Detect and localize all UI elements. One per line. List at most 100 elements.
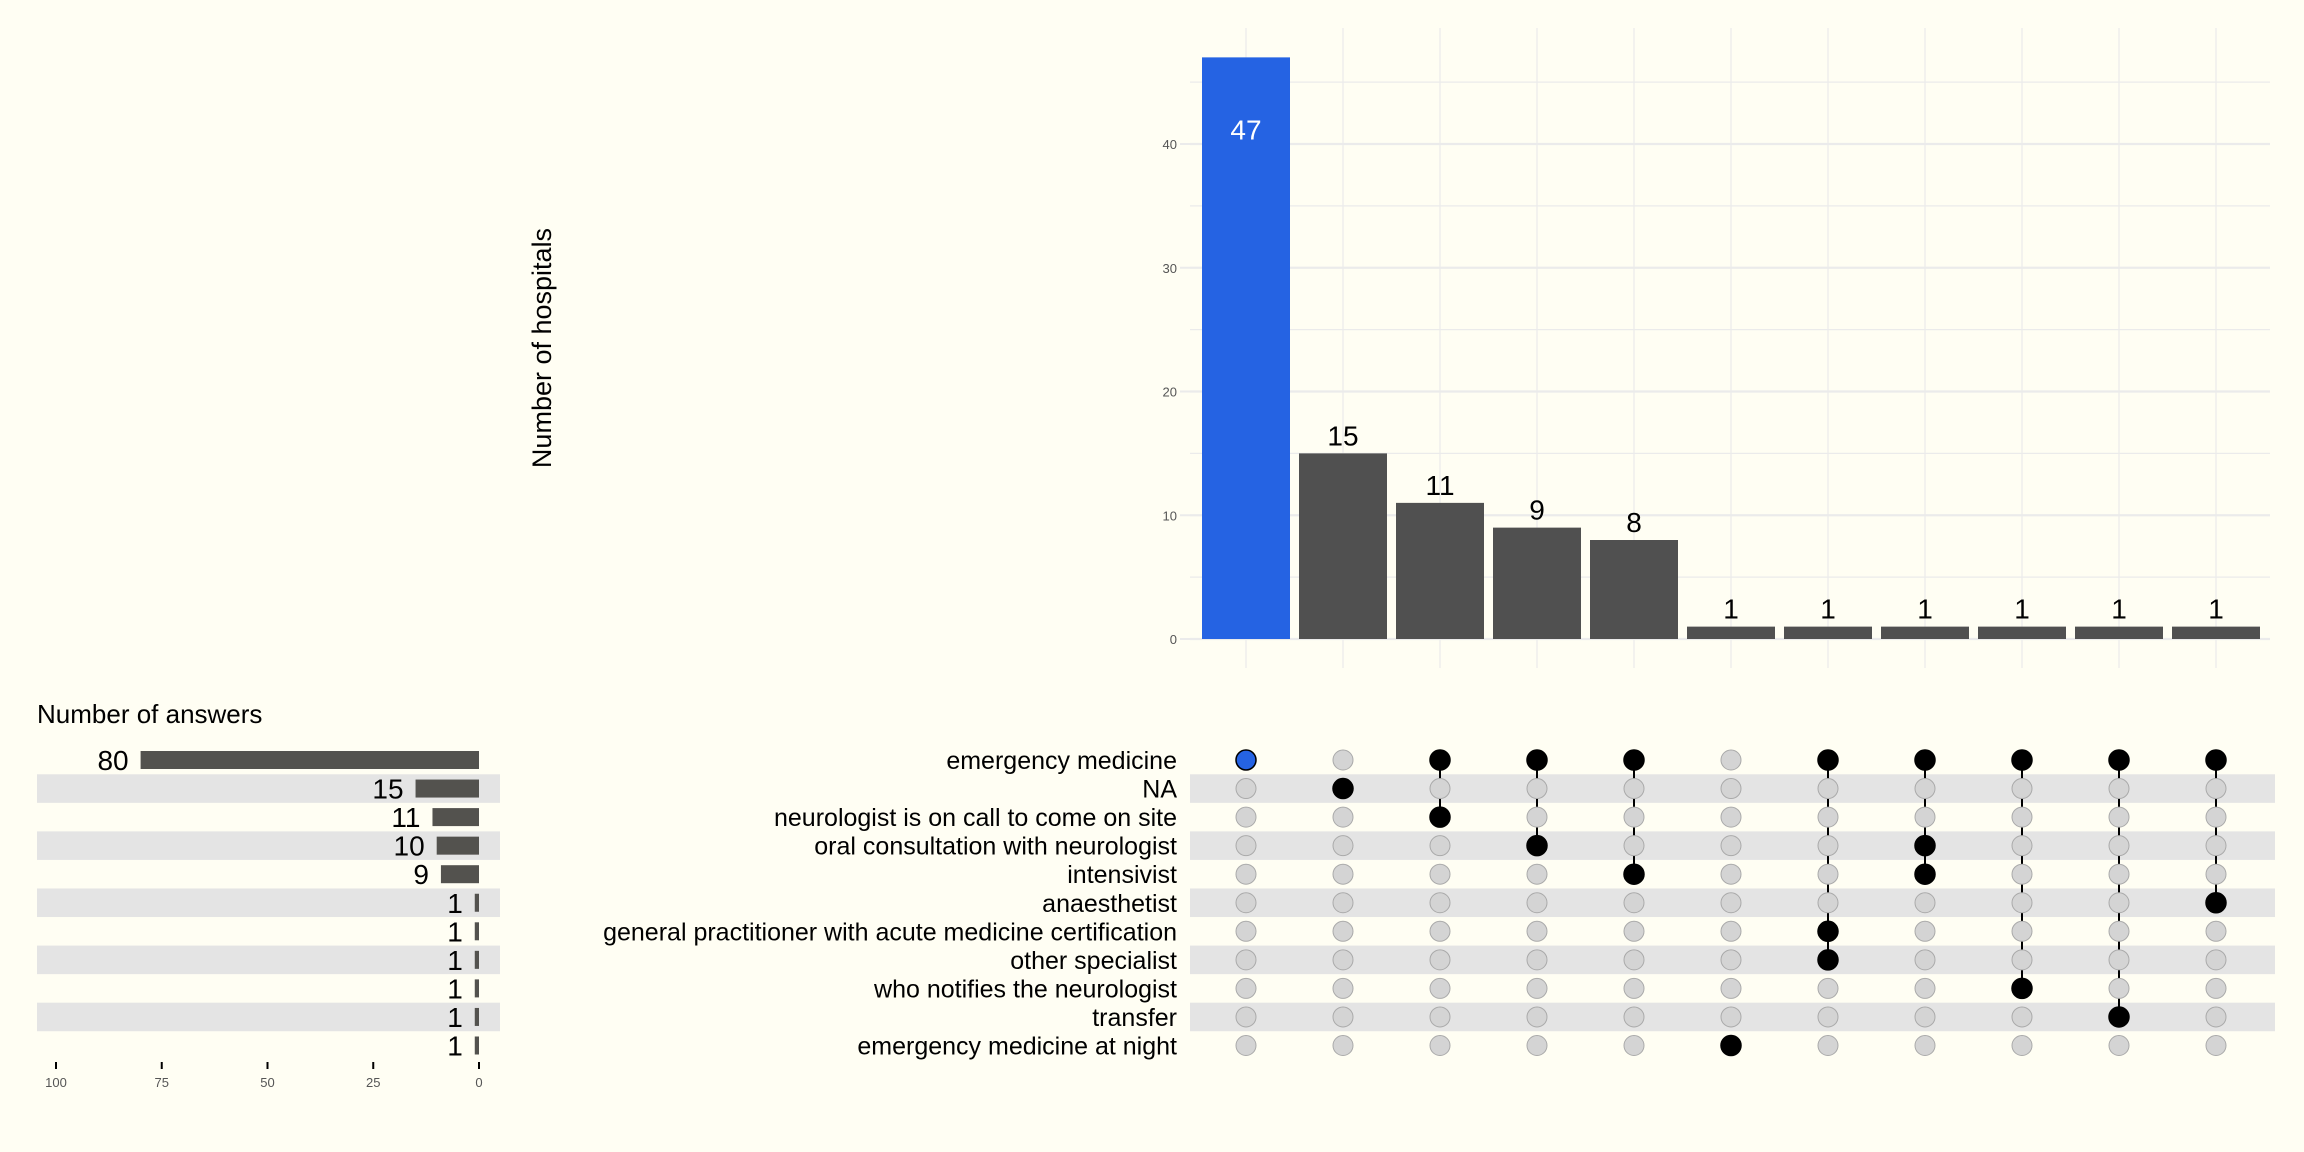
set-size-label: 11 [391,802,420,833]
set-name-label: emergency medicine at night [857,1033,1177,1061]
matrix-dot-empty [1526,892,1548,914]
matrix-dot-empty [1720,806,1742,828]
intersection-bar [2075,626,2163,639]
set-row-stripe [37,945,500,975]
matrix-dot-empty [1623,920,1645,942]
set-size-label: 1 [447,916,463,947]
set-name-label: neurologist is on call to come on site [774,804,1177,832]
matrix-dot-empty [1720,778,1742,800]
matrix-dot-empty [2205,977,2227,999]
matrix-dot-empty [2011,806,2033,828]
matrix-dot-empty [2108,892,2130,914]
set-name-label: who notifies the neurologist [873,975,1177,1003]
matrix-dot-empty [2011,1035,2033,1056]
matrix-dot-empty [1235,1006,1257,1028]
set-size-label: 80 [97,745,128,776]
matrix-dot-empty [2205,949,2227,971]
matrix-dot-empty [1235,892,1257,914]
matrix-dot-empty [1720,1006,1742,1028]
set-size-title: Number of answers [37,699,262,729]
matrix-dot-empty [1235,920,1257,942]
matrix-dot-empty [1429,892,1451,914]
matrix-dot-empty [2205,1006,2227,1028]
matrix-dot-empty [1429,977,1451,999]
intersection-value-label: 1 [2208,594,2224,625]
matrix-dot-filled [1235,749,1257,771]
matrix-dot-filled [2205,892,2227,914]
matrix-dot-filled [1914,834,1936,857]
matrix-dot-empty [1526,920,1548,942]
matrix-dot-empty [1817,977,1839,999]
matrix-dot-empty [2011,863,2033,885]
matrix-dot-empty [1429,920,1451,942]
matrix-dot-filled [1817,749,1839,771]
matrix-dot-empty [2108,835,2130,857]
matrix-dot-empty [1914,778,1936,800]
matrix-dot-empty [2205,806,2227,828]
set-name-label: general practitioner with acute medicine… [603,918,1177,946]
matrix-dot-empty [1235,806,1257,828]
matrix-dot-empty [1720,863,1742,885]
matrix-dot-filled [1332,777,1354,800]
matrix-dot-empty [1914,1035,1936,1056]
matrix-dot-filled [1817,920,1839,943]
matrix-dot-empty [1623,977,1645,999]
intersection-value-label: 11 [1425,470,1454,501]
set-size-bar [440,865,479,884]
matrix-dot-empty [1332,835,1354,857]
set-name-label: intensivist [1067,861,1177,889]
matrix-dot-empty [1817,863,1839,885]
matrix-dot-empty [1332,949,1354,971]
set-size-label: 1 [447,1002,463,1033]
intersection-value-label: 9 [1529,495,1545,526]
set-size-bar [474,893,479,912]
matrix-dot-filled [1817,949,1839,971]
matrix-dot-empty [1720,835,1742,857]
y-tick-label: 40 [1163,137,1177,152]
matrix-dot-empty [1817,892,1839,914]
matrix-dot-empty [2108,778,2130,800]
matrix-dot-empty [1623,806,1645,828]
intersection-value-label: 1 [2111,594,2127,625]
matrix-dot-empty [1720,749,1742,771]
matrix-dot-empty [2108,1035,2130,1056]
y-tick-label: 20 [1163,385,1177,400]
intersection-bar [1978,626,2066,639]
matrix-dot-empty [2205,778,2227,800]
intersection-value-label: 1 [1917,594,1933,625]
set-size-label: 1 [447,973,463,1004]
matrix-dot-empty [1817,778,1839,800]
matrix-dot-empty [2011,949,2033,971]
matrix-dot-empty [1914,892,1936,914]
matrix-dot-empty [2108,977,2130,999]
intersection-value-label: 15 [1327,420,1358,451]
matrix-dot-empty [2108,806,2130,828]
matrix-dot-filled [1526,834,1548,857]
matrix-dot-empty [1914,949,1936,971]
matrix-dot-filled [1623,749,1645,771]
set-size-label: 1 [447,888,463,919]
matrix-dot-filled [1526,749,1548,771]
intersection-bar [1784,626,1872,639]
set-name-label: anaesthetist [1042,890,1177,918]
set-size-bar [474,922,479,941]
intersection-value-label: 47 [1230,114,1261,145]
matrix-dot-empty [1235,778,1257,800]
set-name-label: oral consultation with neurologist [814,833,1177,861]
matrix-dot-empty [1429,835,1451,857]
matrix-dot-empty [2205,920,2227,942]
matrix-dot-empty [1235,1035,1257,1056]
matrix-dot-empty [1720,949,1742,971]
matrix-dot-empty [1526,778,1548,800]
set-size-bar [436,836,479,855]
matrix-dot-empty [1526,949,1548,971]
matrix-dot-empty [1817,835,1839,857]
matrix-dot-empty [1720,920,1742,942]
x-tick-label: 0 [475,1075,482,1090]
set-size-bar [474,979,479,998]
matrix-dot-empty [1914,1006,1936,1028]
set-size-bar [474,1036,479,1055]
matrix-dot-empty [1623,835,1645,857]
intersection-value-label: 1 [2014,594,2030,625]
set-size-bar [415,779,479,798]
